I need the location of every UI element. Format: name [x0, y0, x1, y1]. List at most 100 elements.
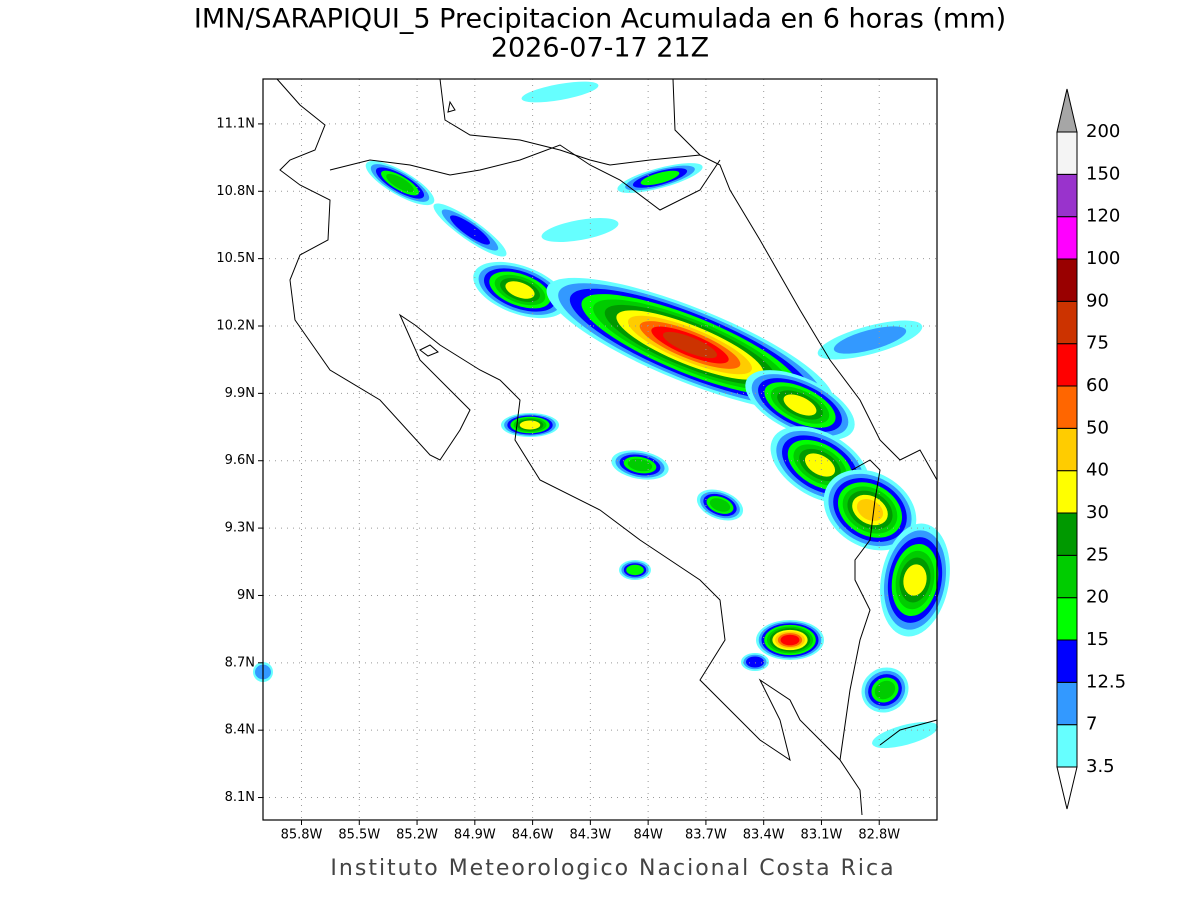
colorbar-label: 40 — [1086, 460, 1109, 481]
axis-labels: 11.1N 10.8N 10.5N 10.2N 9.9N 9.6N 9.3N 9N 8.7N 8.… — [216, 116, 900, 842]
rain-cell — [521, 81, 599, 103]
rain-cell — [741, 653, 769, 671]
colorbar-label: 25 — [1086, 544, 1109, 565]
rain-contour — [746, 656, 764, 668]
lat-label: 8.7N — [225, 655, 255, 670]
precipitation-field — [253, 81, 950, 749]
colorbar-label: 7 — [1086, 714, 1097, 735]
rain-cell — [619, 560, 651, 580]
rain-cell — [872, 721, 938, 749]
rain-contour — [780, 634, 800, 646]
rain-cell — [541, 218, 619, 242]
lon-label: 85.8W — [281, 828, 323, 843]
colorbar-label: 15 — [1086, 629, 1109, 650]
coastlines — [276, 78, 938, 816]
colorbar-box — [1056, 597, 1078, 641]
colorbar-box — [1056, 427, 1078, 472]
colorbar-box — [1056, 131, 1078, 175]
rain-contour — [640, 170, 680, 186]
colorbar-label: 150 — [1086, 163, 1120, 184]
colorbar-box — [1056, 681, 1078, 726]
rain-cell — [861, 667, 909, 713]
colorbar-box — [1056, 343, 1078, 387]
lon-label: 85.5W — [338, 828, 380, 843]
rain-cell — [756, 620, 824, 660]
colorbar-box — [1056, 639, 1078, 683]
lat-label: 9.9N — [225, 386, 255, 401]
colorbar: 3.5 7 12.5 15 20 25 30 40 50 60 75 90 100 120 150 200 — [1056, 88, 1126, 810]
lat-label: 10.8N — [216, 184, 255, 199]
rain-contour — [450, 215, 490, 245]
island — [419, 100, 456, 357]
rain-cell — [817, 320, 923, 360]
rain-cell — [823, 469, 917, 551]
rain-contour — [627, 458, 653, 472]
lat-label: 11.1N — [216, 116, 255, 131]
rain-cell — [617, 163, 703, 193]
lat-label: 10.2N — [216, 319, 255, 334]
colorbar-under — [1056, 766, 1078, 810]
rain-contour — [903, 564, 927, 596]
rain-contour — [521, 81, 599, 103]
border-panama — [839, 459, 881, 761]
colorbar-label: 20 — [1086, 587, 1109, 608]
lat-label: 8.4N — [225, 723, 255, 738]
colorbar-box — [1056, 173, 1078, 218]
grid — [263, 79, 937, 820]
lon-label: 84.6W — [512, 828, 554, 843]
lon-label: 84W — [633, 828, 663, 843]
rain-contour — [856, 499, 884, 521]
colorbar-over — [1056, 88, 1078, 133]
rain-contour — [505, 281, 535, 299]
rain-cell — [433, 203, 507, 257]
border-nicaragua — [329, 78, 721, 211]
lon-label: 85.2W — [396, 828, 438, 843]
colorbar-label: 12.5 — [1086, 671, 1126, 692]
colorbar-label: 200 — [1086, 121, 1120, 142]
colorbar-label: 50 — [1086, 417, 1109, 438]
rain-cell — [745, 370, 855, 440]
rain-contour — [872, 721, 938, 749]
rain-cell — [611, 450, 669, 480]
lat-label: 9.6N — [225, 453, 255, 468]
rain-contour — [386, 173, 414, 193]
rain-contour — [626, 564, 644, 576]
rain-contour — [662, 331, 718, 359]
lon-label: 84.3W — [569, 828, 611, 843]
rain-cell — [365, 160, 435, 206]
colorbar-box — [1056, 724, 1078, 768]
lat-label: 9.3N — [225, 521, 255, 536]
rain-contour — [833, 326, 907, 354]
lon-label: 84.9W — [454, 828, 496, 843]
lat-label: 8.1N — [225, 790, 255, 805]
coastline-south — [879, 719, 938, 746]
lat-label: 9N — [237, 588, 255, 603]
map-frame — [262, 78, 938, 821]
rain-contour — [874, 680, 896, 700]
lon-label: 83.1W — [801, 828, 843, 843]
lat-label: 10.5N — [216, 251, 255, 266]
rain-contour — [804, 453, 836, 477]
rain-contour — [541, 218, 619, 242]
colorbar-box — [1056, 216, 1078, 260]
coastline-north — [276, 78, 863, 816]
colorbar-label: 30 — [1086, 502, 1109, 523]
colorbar-box — [1056, 554, 1078, 599]
colorbar-box — [1056, 512, 1078, 556]
rain-cell — [880, 523, 950, 637]
lon-label: 83.7W — [685, 828, 727, 843]
rain-contour — [709, 498, 731, 512]
rain-cell — [501, 413, 559, 437]
colorbar-box — [1056, 300, 1078, 345]
colorbar-label: 90 — [1086, 290, 1109, 311]
colorbar-box — [1056, 258, 1078, 302]
colorbar-label: 75 — [1086, 333, 1109, 354]
subtitle: 2026-07-17 21Z — [491, 33, 709, 64]
colorbar-label: 3.5 — [1086, 756, 1115, 777]
rain-cell — [473, 261, 567, 319]
coastline-caribbean — [439, 78, 938, 481]
lon-label: 83.4W — [743, 828, 785, 843]
colorbar-label: 120 — [1086, 206, 1120, 227]
footer: Instituto Meteorologico Nacional Costa R… — [330, 856, 895, 881]
